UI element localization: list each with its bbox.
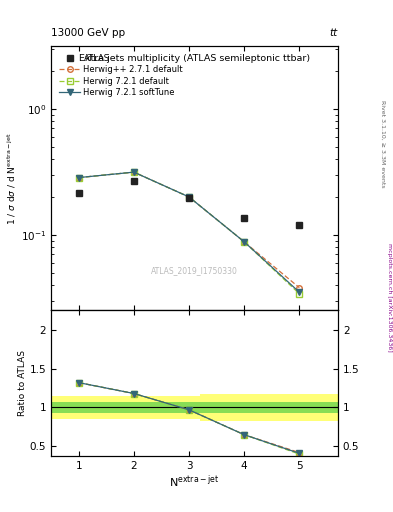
Text: Rivet 3.1.10, ≥ 3.3M events: Rivet 3.1.10, ≥ 3.3M events <box>381 99 386 187</box>
ATLAS <box>297 222 302 228</box>
Herwig 7.2.1 softTune <box>242 239 246 245</box>
Line: Herwig 7.2.1 softTune: Herwig 7.2.1 softTune <box>76 169 302 295</box>
Herwig++ 2.7.1 default <box>132 169 136 175</box>
Herwig 7.2.1 softTune <box>187 194 191 200</box>
Herwig++ 2.7.1 default <box>297 285 302 291</box>
Bar <box>51 396 200 419</box>
Text: 13000 GeV pp: 13000 GeV pp <box>51 28 125 38</box>
ATLAS <box>132 178 136 184</box>
Bar <box>200 402 338 413</box>
Herwig 7.2.1 default <box>76 175 81 181</box>
Text: mcplots.cern.ch [arXiv:1306.3436]: mcplots.cern.ch [arXiv:1306.3436] <box>387 243 392 351</box>
Herwig++ 2.7.1 default <box>76 175 81 181</box>
Bar <box>200 394 338 421</box>
Herwig 7.2.1 default <box>187 194 191 200</box>
Legend: ATLAS, Herwig++ 2.7.1 default, Herwig 7.2.1 default, Herwig 7.2.1 softTune: ATLAS, Herwig++ 2.7.1 default, Herwig 7.… <box>59 54 183 97</box>
Y-axis label: Ratio to ATLAS: Ratio to ATLAS <box>18 350 27 416</box>
Line: ATLAS: ATLAS <box>75 178 303 228</box>
Herwig 7.2.1 softTune <box>132 169 136 175</box>
X-axis label: N$^{\rm extra-jet}$: N$^{\rm extra-jet}$ <box>169 473 220 490</box>
Herwig++ 2.7.1 default <box>187 194 191 200</box>
Herwig 7.2.1 default <box>132 169 136 175</box>
Line: Herwig++ 2.7.1 default: Herwig++ 2.7.1 default <box>76 169 302 290</box>
ATLAS <box>76 190 81 196</box>
ATLAS <box>242 216 246 222</box>
Herwig 7.2.1 default <box>242 239 246 245</box>
Herwig 7.2.1 softTune <box>76 175 81 181</box>
Text: Extra jets multiplicity (ATLAS semileptonic ttbar): Extra jets multiplicity (ATLAS semilepto… <box>79 54 310 63</box>
ATLAS <box>187 195 191 201</box>
Text: tt: tt <box>330 28 338 38</box>
Line: Herwig 7.2.1 default: Herwig 7.2.1 default <box>76 169 302 296</box>
Herwig 7.2.1 default <box>297 291 302 297</box>
Herwig++ 2.7.1 default <box>242 239 246 245</box>
Text: ATLAS_2019_I1750330: ATLAS_2019_I1750330 <box>151 266 238 275</box>
Y-axis label: 1 / $\sigma$ d$\sigma$ / d N$^{\rm extra-jet}$: 1 / $\sigma$ d$\sigma$ / d N$^{\rm extra… <box>6 132 18 225</box>
Herwig 7.2.1 softTune <box>297 289 302 295</box>
Bar <box>51 402 200 413</box>
